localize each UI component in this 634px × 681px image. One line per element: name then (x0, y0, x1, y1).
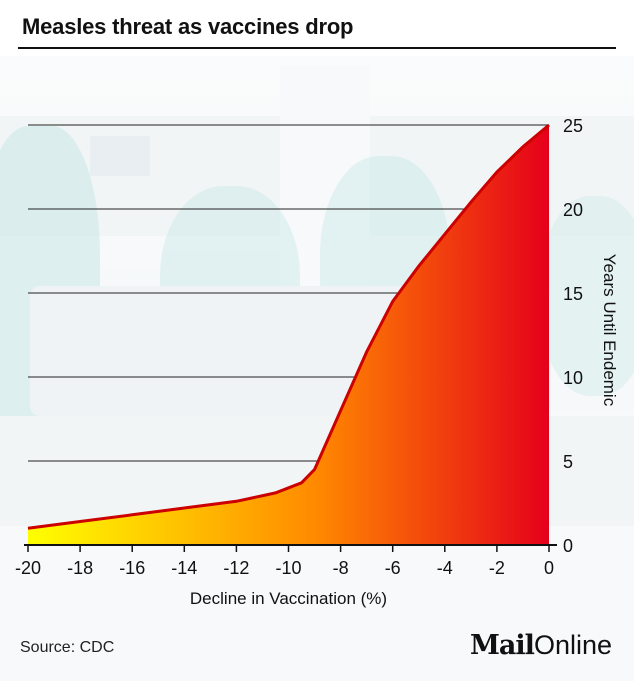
area-fill (28, 125, 549, 545)
y-tick-label: 10 (563, 368, 583, 388)
y-tick-label: 5 (563, 452, 573, 472)
x-tick-label: -20 (15, 558, 41, 578)
y-axis-label: Years Until Endemic (600, 254, 619, 407)
x-axis-ticks: -20 -18 -16 -14 -12 -10 -8 -6 -4 -2 0 (15, 545, 554, 578)
x-tick-label: -14 (171, 558, 197, 578)
x-tick-label: -2 (489, 558, 505, 578)
y-tick-label: 25 (563, 116, 583, 136)
x-tick-label: -10 (275, 558, 301, 578)
source-note: Source: CDC (20, 639, 115, 656)
mailonline-logo: MailOnline (470, 630, 612, 661)
logo-online: Online (533, 630, 612, 660)
title-bar: Measles threat as vaccines drop (0, 0, 634, 56)
logo-mail: Mail (470, 630, 535, 661)
x-tick-label: 0 (544, 558, 554, 578)
series-line (27, 123, 550, 530)
x-tick-label: -16 (119, 558, 145, 578)
x-tick-label: -8 (333, 558, 349, 578)
chart-title: Measles threat as vaccines drop (22, 14, 354, 39)
x-axis-label: Decline in Vaccination (%) (190, 589, 387, 608)
title-rule (18, 47, 616, 49)
x-tick-label: -6 (385, 558, 401, 578)
x-tick-label: -12 (223, 558, 249, 578)
x-tick-label: -18 (67, 558, 93, 578)
y-axis-ticks: 0 5 10 15 20 25 (563, 116, 583, 556)
y-tick-label: 0 (563, 536, 573, 556)
x-tick-label: -4 (437, 558, 453, 578)
y-tick-label: 15 (563, 284, 583, 304)
y-tick-label: 20 (563, 200, 583, 220)
